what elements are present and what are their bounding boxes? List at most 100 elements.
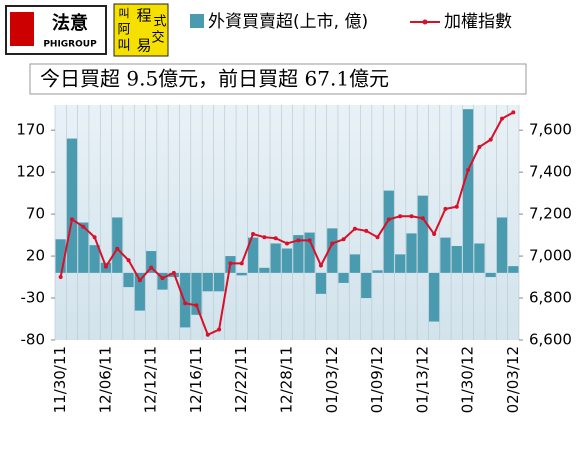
bar [372, 270, 383, 273]
bar [157, 272, 168, 290]
x-tick-label: 12/06/11 [96, 346, 114, 413]
line-marker [443, 206, 448, 211]
bar [315, 272, 327, 294]
bar [496, 217, 508, 273]
bar [55, 239, 66, 273]
line-marker [92, 235, 97, 240]
bar [66, 138, 78, 273]
line-marker [285, 241, 289, 246]
line-marker [126, 258, 131, 263]
bar [304, 232, 315, 273]
bar [191, 272, 202, 315]
bar [395, 254, 406, 273]
line-marker [149, 265, 154, 270]
legend-swatch [422, 19, 428, 25]
x-tick-label: 01/13/12 [413, 346, 431, 413]
line-marker [375, 235, 380, 240]
line-marker [296, 238, 301, 243]
bar [214, 272, 225, 292]
line-marker [341, 237, 346, 242]
bar [247, 237, 259, 273]
x-tick-label: 02/03/12 [504, 346, 522, 413]
y2-tick-label: 7,600 [529, 121, 572, 139]
line-marker [420, 216, 425, 221]
banner-text: 今日買超 9.5億元，前日買超 67.1億元 [40, 67, 389, 91]
bar [293, 235, 304, 273]
line-marker [239, 261, 244, 266]
line-marker [398, 214, 403, 219]
logo-char: 叫 [119, 7, 130, 20]
y-tick-label: 170 [16, 121, 45, 139]
line-marker [454, 204, 459, 209]
logo-text: 法意 [52, 12, 88, 34]
line-marker [58, 275, 63, 280]
x-tick-label: 01/09/12 [368, 346, 386, 413]
y-tick-label: 70 [26, 205, 45, 223]
banner-box [29, 63, 527, 95]
line-marker [318, 263, 323, 268]
logo-left: 法意 PHIGROUP [5, 5, 107, 55]
y2-tick-label: 6,600 [529, 331, 572, 349]
y-tick-label: -80 [21, 331, 46, 349]
bar [78, 222, 89, 273]
bar [349, 254, 360, 273]
line-marker [432, 232, 437, 237]
bar [270, 243, 281, 273]
bar [236, 272, 247, 276]
line-marker [69, 217, 74, 222]
line-marker [183, 301, 188, 306]
line-marker [251, 232, 256, 237]
logo-char: 程 [136, 7, 151, 25]
legend-label: 外資買賣超(上市, 億) [208, 12, 368, 32]
y-tick-label: 20 [26, 247, 45, 265]
bar [383, 190, 394, 273]
logo-char: 交 [151, 30, 164, 46]
line-marker [273, 236, 278, 241]
logo-char: 叫 [117, 39, 130, 54]
line-marker [205, 332, 210, 337]
bar [451, 246, 462, 273]
bar [146, 251, 157, 273]
bar [406, 233, 417, 273]
x-tick-label: 11/30/11 [51, 346, 69, 413]
bar [327, 228, 338, 273]
bar [180, 272, 191, 328]
x-tick-label: 12/16/11 [187, 346, 205, 413]
line-marker [511, 110, 516, 115]
x-tick-label: 12/28/11 [278, 346, 296, 413]
logo-char: 式 [153, 15, 166, 30]
line-marker [171, 270, 176, 275]
line-marker [217, 327, 222, 332]
line-marker [409, 214, 414, 219]
x-tick-label: 01/03/12 [323, 346, 341, 413]
plot-area [55, 105, 519, 340]
line-marker [137, 278, 142, 283]
line-marker [160, 276, 165, 281]
line-marker [477, 144, 482, 149]
bar [440, 237, 451, 273]
line-marker [488, 137, 493, 142]
line-marker [81, 224, 86, 229]
line-marker [364, 228, 369, 233]
line-marker [228, 261, 233, 266]
legend-swatch [190, 14, 204, 28]
line-marker [466, 168, 471, 173]
y2-tick-label: 6,800 [529, 289, 572, 307]
y2-tick-label: 7,200 [529, 205, 572, 223]
bar [259, 267, 270, 273]
y-tick-label: 120 [16, 163, 45, 181]
logo-char: 易 [136, 37, 151, 55]
bar [417, 195, 428, 273]
logo-text: PHIGROUP [43, 40, 97, 50]
bar [462, 109, 474, 273]
bar [429, 272, 440, 322]
line-marker [352, 226, 357, 231]
line-marker [103, 264, 108, 269]
bar [89, 245, 100, 273]
bar [485, 272, 496, 278]
bar [508, 266, 519, 273]
y2-tick-label: 7,400 [529, 163, 572, 181]
line-marker [307, 238, 312, 243]
legend-label: 加權指數 [444, 12, 512, 32]
